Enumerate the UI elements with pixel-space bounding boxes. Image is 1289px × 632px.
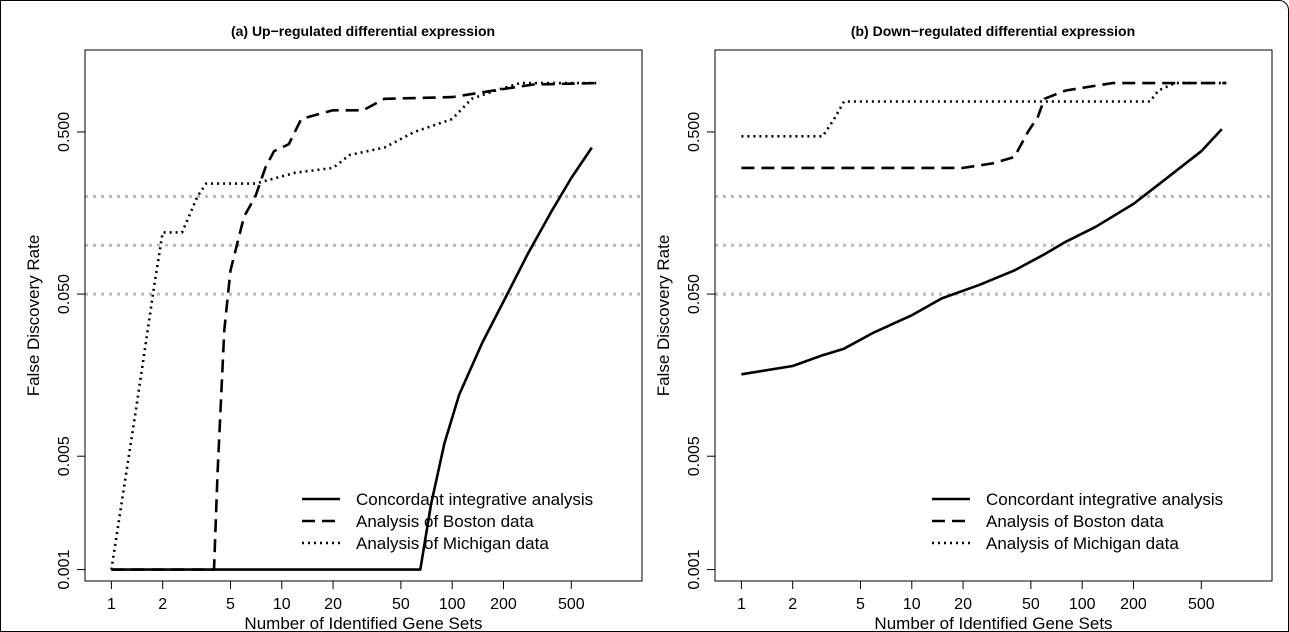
legend-label: Concordant integrative analysis bbox=[986, 490, 1223, 509]
series-line-3 bbox=[741, 81, 1227, 138]
x-tick-label: 1 bbox=[737, 596, 746, 613]
legend-label: Analysis of Michigan data bbox=[356, 534, 549, 553]
chart-title: (a) Up−regulated differential expression bbox=[231, 23, 495, 39]
x-tick-label: 10 bbox=[273, 596, 291, 613]
x-tick-label: 500 bbox=[558, 596, 585, 613]
y-axis-label: False Discovery Rate bbox=[654, 235, 673, 397]
x-tick-label: 20 bbox=[324, 596, 342, 613]
x-tick-label: 100 bbox=[439, 596, 466, 613]
legend-label: Analysis of Boston data bbox=[356, 512, 534, 531]
x-tick-label: 10 bbox=[903, 596, 921, 613]
x-tick-label: 2 bbox=[788, 596, 797, 613]
x-tick-label: 100 bbox=[1069, 596, 1096, 613]
x-tick-label: 200 bbox=[1120, 596, 1147, 613]
y-tick-label: 0.001 bbox=[686, 549, 703, 589]
x-tick-label: 200 bbox=[490, 596, 517, 613]
y-tick-label: 0.500 bbox=[56, 112, 73, 152]
series-line-2 bbox=[741, 81, 1227, 170]
y-tick-label: 0.005 bbox=[56, 436, 73, 476]
y-tick-label: 0.005 bbox=[686, 436, 703, 476]
chart-title: (b) Down−regulated differential expressi… bbox=[851, 23, 1135, 39]
x-tick-label: 5 bbox=[226, 596, 235, 613]
chart-panel-b: (b) Down−regulated differential expressi… bbox=[654, 23, 1273, 632]
x-tick-label: 500 bbox=[1188, 596, 1215, 613]
x-tick-label: 5 bbox=[856, 596, 865, 613]
series-line-1 bbox=[741, 128, 1223, 376]
y-tick-label: 0.500 bbox=[686, 112, 703, 152]
x-tick-label: 50 bbox=[392, 596, 410, 613]
x-axis-label: Number of Identified Gene Sets bbox=[874, 614, 1112, 632]
y-tick-label: 0.050 bbox=[56, 274, 73, 314]
y-tick-label: 0.050 bbox=[686, 274, 703, 314]
x-tick-label: 2 bbox=[158, 596, 167, 613]
legend-label: Analysis of Michigan data bbox=[986, 534, 1179, 553]
x-tick-label: 1 bbox=[107, 596, 116, 613]
x-tick-label: 50 bbox=[1022, 596, 1040, 613]
x-tick-label: 20 bbox=[954, 596, 972, 613]
legend-label: Concordant integrative analysis bbox=[356, 490, 593, 509]
y-tick-label: 0.001 bbox=[56, 549, 73, 589]
series-line-1 bbox=[111, 146, 593, 571]
x-axis-label: Number of Identified Gene Sets bbox=[244, 614, 482, 632]
series-line-2 bbox=[111, 81, 597, 571]
chart-panel-a: (a) Up−regulated differential expression… bbox=[24, 23, 643, 632]
y-axis-label: False Discovery Rate bbox=[24, 235, 43, 397]
legend-label: Analysis of Boston data bbox=[986, 512, 1164, 531]
